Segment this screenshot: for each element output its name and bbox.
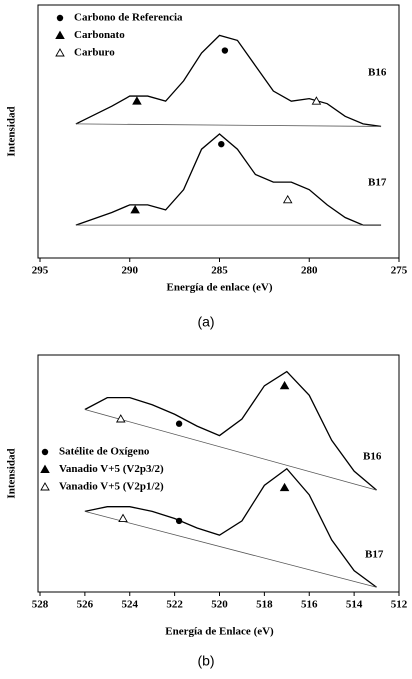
legend-label: Satélite de Oxígeno bbox=[59, 446, 150, 458]
spectrum-line bbox=[84, 370, 377, 491]
x-tick-label: 526 bbox=[77, 599, 94, 611]
baseline bbox=[75, 123, 382, 127]
series-label: B17 bbox=[365, 549, 384, 561]
x-tick-label: 275 bbox=[391, 265, 408, 277]
legend-symbol bbox=[40, 464, 50, 473]
marker bbox=[118, 513, 128, 522]
legend-symbol bbox=[55, 30, 65, 39]
plot-frame bbox=[37, 4, 400, 259]
marker bbox=[311, 96, 322, 105]
spectrum-line bbox=[75, 133, 382, 226]
x-tick-label: 516 bbox=[301, 599, 318, 611]
x-tick-label: 514 bbox=[346, 599, 363, 611]
caption: (b) bbox=[197, 653, 214, 669]
legend-label: Carbonato bbox=[74, 29, 125, 41]
x-tick-label: 285 bbox=[211, 265, 228, 277]
marker bbox=[132, 96, 142, 105]
x-tick-label: 528 bbox=[32, 599, 49, 611]
marker bbox=[115, 414, 126, 423]
legend-symbol bbox=[41, 448, 49, 456]
spectrum-line bbox=[84, 467, 377, 588]
series-label: B17 bbox=[368, 177, 387, 189]
baseline bbox=[84, 409, 377, 491]
x-tick-label: 522 bbox=[166, 599, 183, 611]
marker bbox=[175, 517, 183, 525]
baseline bbox=[84, 511, 377, 588]
legend-label: Vanadio V+5 (V2p3/2) bbox=[59, 463, 164, 475]
x-tick-label: 280 bbox=[301, 265, 318, 277]
series-label: B16 bbox=[363, 451, 382, 463]
plot-frame bbox=[37, 354, 400, 593]
marker bbox=[279, 380, 290, 390]
marker bbox=[130, 205, 140, 214]
x-axis-label: Energía de enlace (eV) bbox=[167, 282, 273, 294]
legend-symbol bbox=[55, 48, 65, 57]
spectrum-line bbox=[75, 34, 382, 128]
legend-symbol bbox=[56, 14, 64, 22]
legend-label: Carburo bbox=[74, 47, 115, 59]
caption: (a) bbox=[197, 314, 214, 330]
marker bbox=[175, 420, 183, 427]
series-label: B16 bbox=[368, 67, 387, 79]
legend-label: Carbono de Referencia bbox=[74, 12, 183, 24]
marker bbox=[221, 47, 229, 54]
marker bbox=[279, 482, 290, 492]
x-tick-label: 524 bbox=[122, 599, 139, 611]
x-tick-label: 520 bbox=[211, 599, 228, 611]
legend-symbol bbox=[40, 482, 50, 491]
marker bbox=[218, 140, 225, 148]
x-axis-label: Energía de Enlace (eV) bbox=[165, 626, 274, 638]
y-axis-label: Intensidad bbox=[6, 106, 18, 156]
legend-label: Vanadio V+5 (V2p1/2) bbox=[59, 481, 164, 493]
x-tick-label: 295 bbox=[32, 265, 49, 277]
y-axis-label: Intensidad bbox=[6, 448, 18, 498]
x-tick-label: 518 bbox=[256, 599, 273, 611]
x-tick-label: 512 bbox=[391, 599, 408, 611]
marker bbox=[282, 194, 293, 204]
x-tick-label: 290 bbox=[122, 265, 139, 277]
